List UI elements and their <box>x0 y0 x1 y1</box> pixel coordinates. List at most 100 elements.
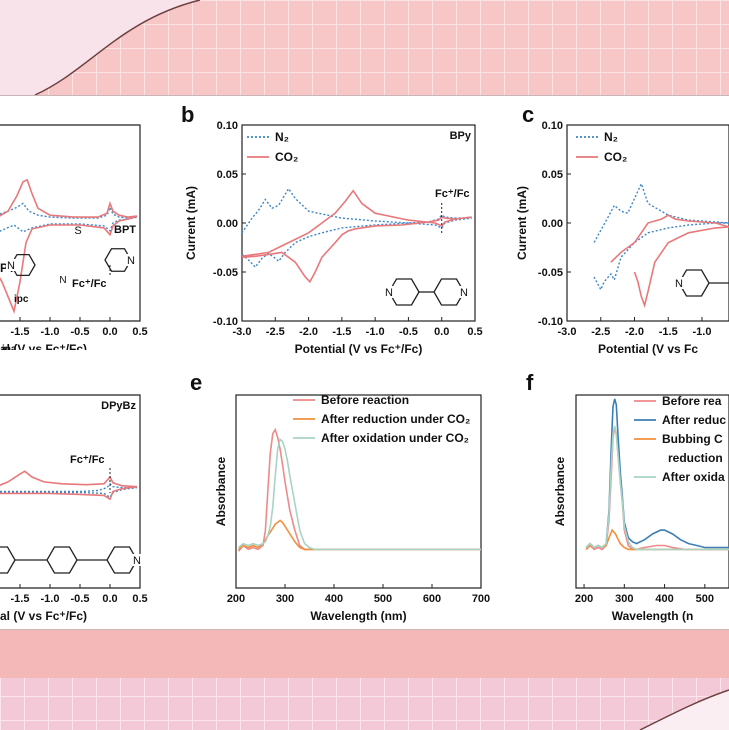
x-tick-label: -2.0 <box>299 326 318 338</box>
x-tick-label: 200 <box>227 593 245 605</box>
chart-b-cv-bpy: -3.0 -2.5 -2.0 -1.5 -1.0 -0.5 0.0 0.5 -0.10 -0.05… <box>175 95 490 360</box>
y-tick-label: -0.10 <box>213 316 238 328</box>
x-tick-label: 300 <box>276 593 294 605</box>
series-line-co2 <box>241 189 472 284</box>
legend-label: After oxida <box>662 470 725 484</box>
legend-label: After reduction under CO₂ <box>321 412 470 426</box>
legend-label: N₂ <box>604 130 618 144</box>
peak-label-ipa: ipa <box>2 344 17 350</box>
x-tick-label: 0.0 <box>102 326 117 338</box>
atom-bg <box>132 554 142 566</box>
x-tick-label: -1.5 <box>11 593 30 605</box>
chart-c-cv: -3.0 -2.5 -2.0 -1.5 -1.0 -0.10 -0.05 0.00 0.05 0.… <box>510 95 729 360</box>
atom-label-n: N <box>133 555 141 567</box>
plot-frame <box>235 394 482 589</box>
y-tick-label: 0.00 <box>542 218 563 230</box>
x-tick-label: -3.0 <box>233 326 252 338</box>
legend-label: After reduc <box>662 413 726 427</box>
legend-label: N₂ <box>275 130 289 144</box>
x-tick-label: -0.5 <box>71 326 90 338</box>
legend-label: Bubbing C <box>662 432 723 446</box>
chart-svg-c: -3.0 -2.5 -2.0 -1.5 -1.0 -0.10 -0.05 0.00 0.05 0.… <box>515 120 729 356</box>
x-tick-label: -2.5 <box>266 326 285 338</box>
atom-label-n: N <box>460 287 468 299</box>
x-tick-label: 0.0 <box>102 593 117 605</box>
atom-label-n: N <box>59 275 66 286</box>
x-tick-label: -1.0 <box>41 326 60 338</box>
chart-svg-a: -1.5-1.0-0.50.00.5al (V vs Fc⁺/Fc)BPTPTF… <box>0 124 148 350</box>
peak-label-ipc: ipc <box>14 294 29 305</box>
x-tick-label: -1.5 <box>659 326 678 338</box>
ring-shape <box>46 546 78 574</box>
fc-annotation: Fc⁺/Fc <box>72 278 107 290</box>
panel-label-c: c <box>522 102 535 127</box>
x-tick-label: 0.0 <box>434 326 449 338</box>
x-tick-label: 200 <box>575 593 593 605</box>
plot-frame <box>0 394 141 589</box>
legend-label: reduction <box>668 451 723 465</box>
x-tick-label: -0.5 <box>399 326 418 338</box>
legend-label: CO₂ <box>604 150 627 164</box>
x-axis-label: Wavelength (nm) <box>310 609 406 623</box>
y-tick-label: 0.05 <box>217 169 238 181</box>
molecule-label: BPT <box>114 224 136 236</box>
x-tick-label: 400 <box>655 593 673 605</box>
x-axis-label: Potential (V vs Fc <box>598 342 698 356</box>
series-line-n2 <box>241 187 472 269</box>
ring-shape <box>0 546 16 574</box>
x-tick-label: 300 <box>615 593 633 605</box>
series-line-after_ox_f <box>585 425 729 551</box>
y-axis-label: Absorbance <box>214 457 228 527</box>
x-tick-label: 0.5 <box>132 326 147 338</box>
x-axis-label: Wavelength (n <box>612 609 694 623</box>
x-tick-label: 0.5 <box>467 326 482 338</box>
atom-label-s: S <box>74 225 81 237</box>
x-tick-label: 500 <box>696 593 714 605</box>
y-tick-label: 0.00 <box>217 218 238 230</box>
x-tick-label: 0.5 <box>132 593 147 605</box>
chart-e-absorbance: 200 300 400 500 600 700 Wavelength (nm) Absorba… <box>175 365 490 625</box>
molecule-label: DPyBz <box>101 400 136 412</box>
x-tick-label: -1.5 <box>332 326 351 338</box>
fc-annotation: Fc⁺/Fc <box>435 188 470 200</box>
x-tick-label: 700 <box>472 593 490 605</box>
x-tick-label: 400 <box>325 593 343 605</box>
x-tick-label: -3.0 <box>558 326 577 338</box>
atom-bg <box>674 277 684 289</box>
y-tick-label: -0.10 <box>538 316 563 328</box>
series-line-n2 <box>0 202 138 233</box>
y-tick-label: -0.05 <box>213 267 238 279</box>
series-line-after_red <box>237 519 481 551</box>
atom-bg <box>126 254 136 266</box>
chart-svg-b: -3.0 -2.5 -2.0 -1.5 -1.0 -0.5 0.0 0.5 -0.10 -0.05… <box>184 120 483 356</box>
atom-label-n: N <box>7 260 15 272</box>
atom-bg <box>6 259 16 271</box>
y-tick-label: -0.05 <box>538 267 563 279</box>
x-tick-label: -1.5 <box>11 326 30 338</box>
y-axis-label: Current (mA) <box>184 186 198 260</box>
panel-label-f: f <box>526 370 534 395</box>
legend-label: Before rea <box>662 394 722 408</box>
x-tick-label: -1.0 <box>693 326 712 338</box>
atom-label-n: N <box>385 287 393 299</box>
x-axis-label: al (V vs Fc⁺/Fc) <box>0 342 87 350</box>
x-tick-label: 600 <box>423 593 441 605</box>
x-axis-label: Potential (V vs Fc⁺/Fc) <box>295 342 423 356</box>
legend-label: After oxidation under CO₂ <box>321 431 469 445</box>
atom-label-n: N <box>127 255 135 267</box>
series-line-co2 <box>0 470 138 501</box>
y-axis-label: Absorbance <box>553 457 567 527</box>
atom-bg <box>459 286 469 298</box>
chart-svg-d: -1.5 -1.0 -0.5 0.0 0.5 al (V vs Fc⁺/Fc) DPyBz F… <box>0 394 148 623</box>
series-line-n2 <box>593 181 729 292</box>
panel-label-e: e <box>190 370 203 395</box>
atom-bg <box>384 286 394 298</box>
ring-shape <box>104 248 132 272</box>
panel-label-b: b <box>181 102 195 127</box>
x-tick-label: 500 <box>374 593 392 605</box>
y-tick-label: 0.05 <box>542 169 563 181</box>
y-tick-label: 0.10 <box>542 120 563 132</box>
y-tick-label: 0.10 <box>217 120 238 132</box>
series-line-co2 <box>610 214 729 308</box>
